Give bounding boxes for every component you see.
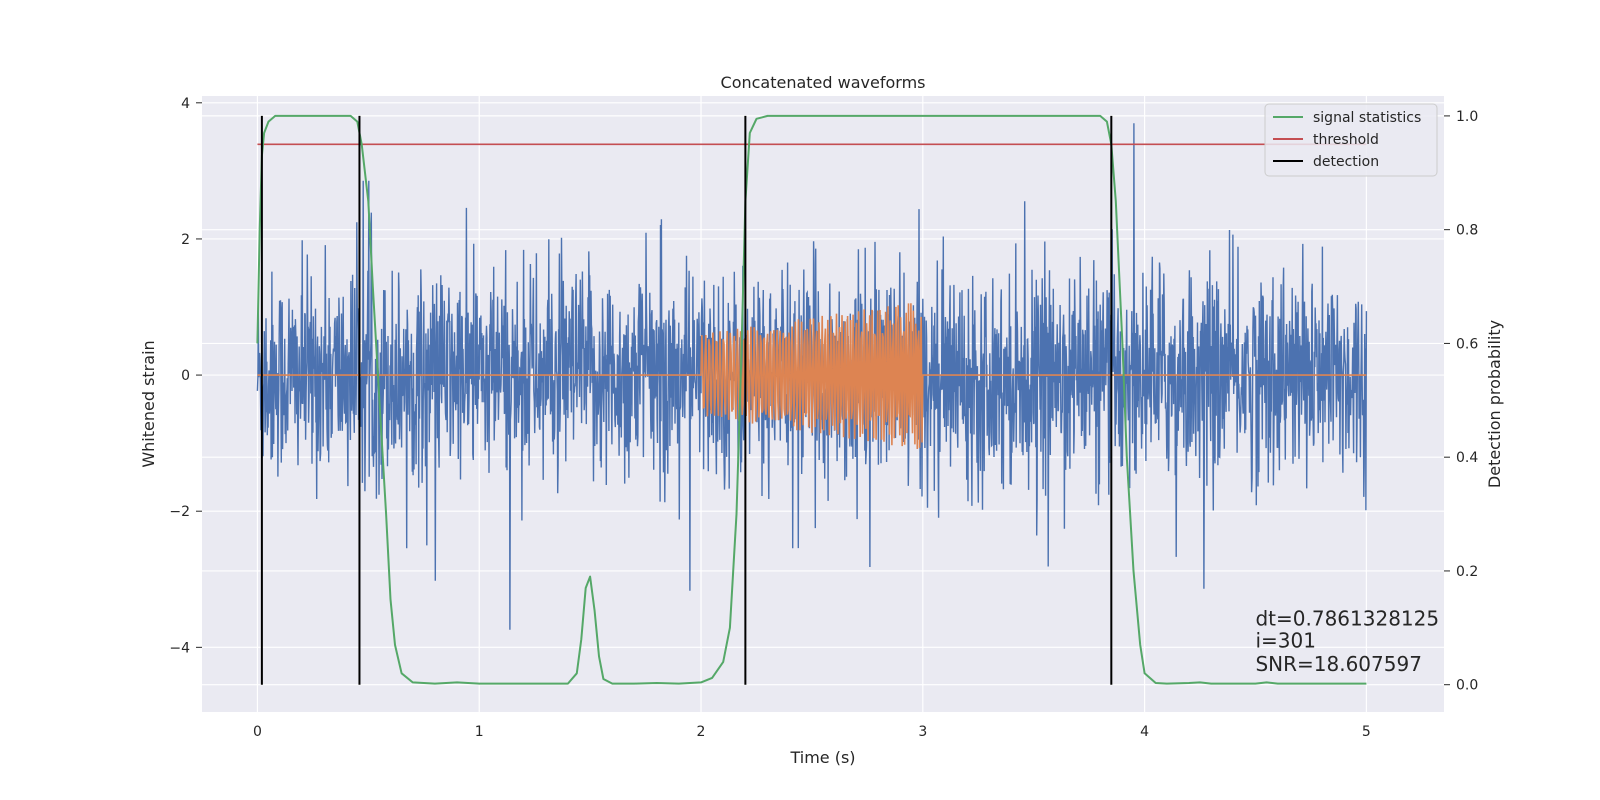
- y2-tick-label: 0.6: [1456, 336, 1478, 352]
- y-tick-label: 4: [181, 96, 190, 112]
- y2-tick-label: 0.2: [1456, 564, 1478, 580]
- annotation-snr: SNR=18.607597: [1255, 652, 1421, 676]
- y2-tick-label: 1.0: [1456, 109, 1478, 125]
- y-tick-label: 0: [181, 368, 190, 384]
- chart-title: Concatenated waveforms: [721, 73, 926, 92]
- legend: signal statistics threshold detection: [1264, 103, 1438, 177]
- annotation-i: i=301: [1255, 628, 1316, 652]
- x-tick-label: 1: [475, 724, 484, 740]
- legend-label-detection: detection: [1313, 154, 1379, 170]
- legend-label-signal-statistics: signal statistics: [1313, 110, 1421, 126]
- signal-statistics-line: [256, 114, 1367, 685]
- x-axis-label: Time (s): [789, 748, 855, 767]
- annotation-dt: dt=0.7861328125: [1255, 607, 1439, 631]
- y-tick-label: −4: [169, 640, 190, 656]
- strain-noise-line: [256, 123, 1368, 630]
- y-tick-label: 2: [181, 232, 190, 248]
- axes: 0 1 2 3 4 5 −4 −2 0 2 4 0.0 0.2 0.4 0.6 0.8 1.0: [169, 96, 1478, 740]
- x-tick-label: 0: [253, 724, 262, 740]
- y-axis-label: Whitened strain: [139, 340, 158, 467]
- injected-signal-line: [257, 303, 1367, 450]
- x-tick-label: 4: [1140, 724, 1149, 740]
- x-tick-label: 5: [1362, 724, 1371, 740]
- y2-axis-label: Detection probability: [1485, 320, 1504, 488]
- series-layer: [256, 114, 1368, 685]
- y2-tick-label: 0.4: [1456, 450, 1478, 466]
- annotations: dt=0.7861328125 i=301 SNR=18.607597: [1255, 607, 1439, 677]
- y2-tick-label: 0.0: [1456, 678, 1478, 694]
- y2-tick-label: 0.8: [1456, 223, 1478, 239]
- legend-box: [1264, 103, 1438, 177]
- legend-label-threshold: threshold: [1313, 132, 1379, 148]
- x-tick-label: 3: [918, 724, 927, 740]
- y-tick-label: −2: [169, 504, 190, 520]
- x-tick-label: 2: [697, 724, 706, 740]
